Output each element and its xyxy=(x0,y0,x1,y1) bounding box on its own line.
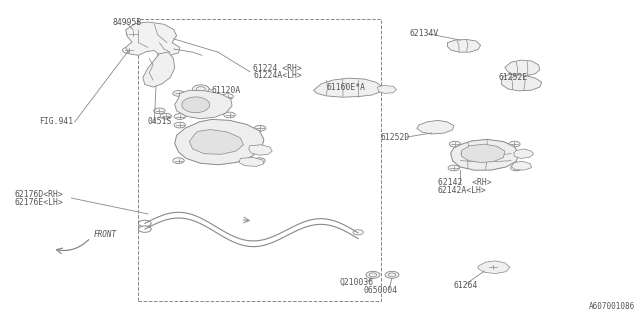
Text: FRONT: FRONT xyxy=(94,230,117,239)
Circle shape xyxy=(173,158,184,164)
Circle shape xyxy=(253,158,265,164)
Circle shape xyxy=(138,220,151,227)
Circle shape xyxy=(222,94,234,100)
Text: 62134V: 62134V xyxy=(409,28,438,38)
Text: 61264: 61264 xyxy=(454,281,478,290)
Circle shape xyxy=(126,30,140,37)
Text: 0451S: 0451S xyxy=(148,117,172,126)
Polygon shape xyxy=(182,97,210,113)
Polygon shape xyxy=(175,90,232,119)
Circle shape xyxy=(487,264,500,270)
Circle shape xyxy=(224,112,236,118)
Text: 0650004: 0650004 xyxy=(364,285,397,295)
Circle shape xyxy=(448,165,460,171)
Text: 61120A: 61120A xyxy=(212,86,241,95)
Polygon shape xyxy=(511,161,532,170)
Circle shape xyxy=(174,122,186,128)
Polygon shape xyxy=(447,39,481,52)
Polygon shape xyxy=(143,52,175,87)
Bar xyxy=(138,19,381,301)
Polygon shape xyxy=(514,149,534,158)
Text: 61160E*A: 61160E*A xyxy=(326,83,365,92)
Circle shape xyxy=(385,271,399,278)
Circle shape xyxy=(160,113,172,119)
Text: FIG.941: FIG.941 xyxy=(40,117,74,126)
Circle shape xyxy=(174,114,186,119)
Polygon shape xyxy=(125,22,180,56)
Circle shape xyxy=(366,271,380,278)
Text: 62176E<LH>: 62176E<LH> xyxy=(14,198,63,207)
Polygon shape xyxy=(461,144,505,163)
Polygon shape xyxy=(175,119,264,165)
Polygon shape xyxy=(189,130,244,154)
Text: 62142A<LH>: 62142A<LH> xyxy=(438,186,486,195)
Polygon shape xyxy=(314,78,383,97)
Text: 61224A<LH>: 61224A<LH> xyxy=(253,71,302,80)
Circle shape xyxy=(449,141,461,147)
Polygon shape xyxy=(505,60,540,76)
Polygon shape xyxy=(451,140,519,170)
Text: 62176D<RH>: 62176D<RH> xyxy=(14,190,63,199)
Circle shape xyxy=(254,125,266,131)
Circle shape xyxy=(511,165,522,171)
Polygon shape xyxy=(502,74,541,91)
Polygon shape xyxy=(239,157,264,166)
Polygon shape xyxy=(417,120,454,134)
Circle shape xyxy=(193,85,209,93)
Text: 84995B: 84995B xyxy=(113,18,142,27)
Circle shape xyxy=(353,230,364,235)
Circle shape xyxy=(509,141,520,147)
Circle shape xyxy=(173,91,184,96)
Text: Q210036: Q210036 xyxy=(339,278,373,287)
Circle shape xyxy=(154,108,165,114)
Text: A607001086: A607001086 xyxy=(589,302,636,311)
Circle shape xyxy=(138,226,151,232)
Text: 61252D: 61252D xyxy=(381,133,410,142)
Text: 62142  <RH>: 62142 <RH> xyxy=(438,178,492,187)
Text: 61252E: 61252E xyxy=(499,73,527,82)
Circle shape xyxy=(122,47,135,53)
Polygon shape xyxy=(248,145,272,155)
Polygon shape xyxy=(378,85,396,93)
Text: 61224 <RH>: 61224 <RH> xyxy=(253,63,302,73)
Polygon shape xyxy=(478,261,510,274)
